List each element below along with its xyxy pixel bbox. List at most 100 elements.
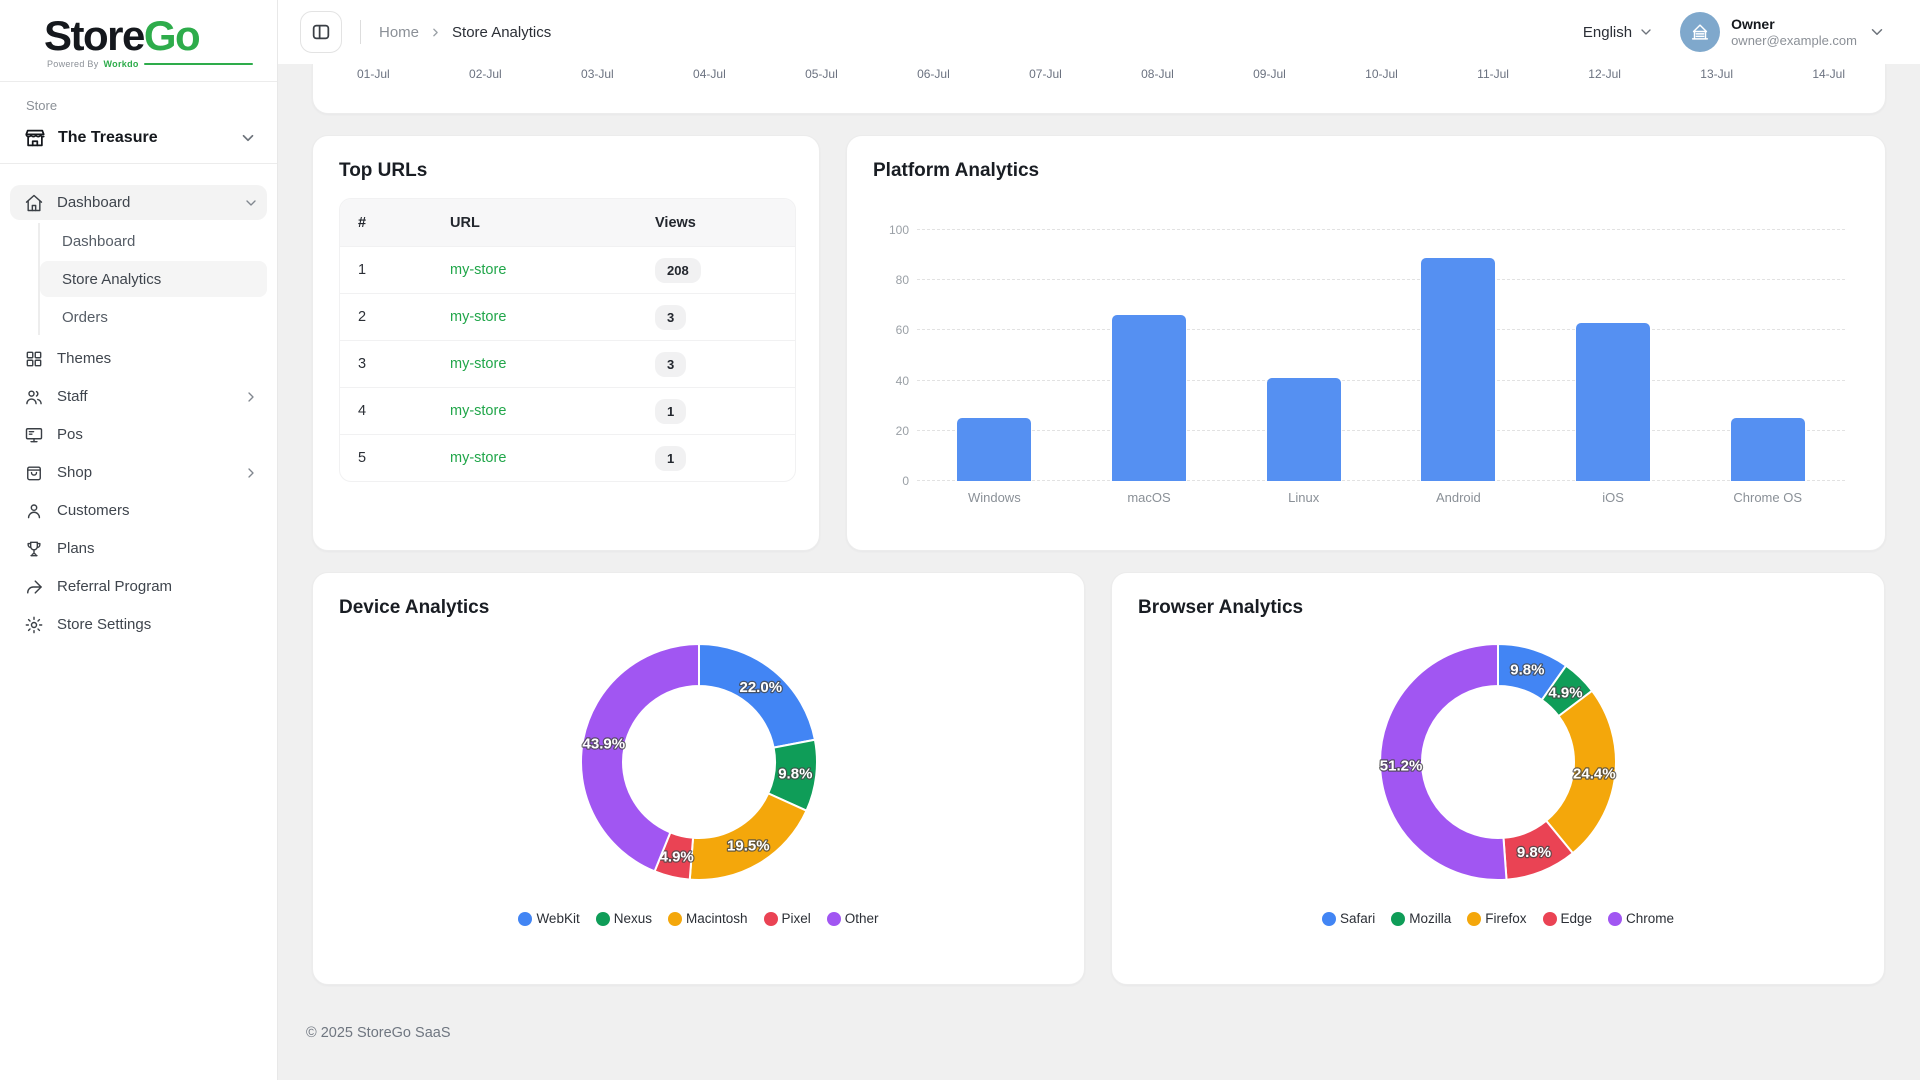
sidebar-item-referral-program[interactable]: Referral Program [10, 569, 267, 604]
bar-macos [1112, 315, 1186, 481]
x-axis-label: 09-Jul [1253, 67, 1286, 81]
legend-label: Nexus [613, 911, 652, 926]
bar-slot [917, 230, 1072, 481]
legend-dot [763, 911, 778, 926]
legend-item-macintosh[interactable]: Macintosh [667, 911, 748, 926]
legend-item-chrome[interactable]: Chrome [1608, 911, 1674, 926]
legend-item-pixel[interactable]: Pixel [763, 911, 811, 926]
legend-item-mozilla[interactable]: Mozilla [1391, 911, 1451, 926]
language-selector[interactable]: English [1583, 24, 1654, 41]
sidebar-item-plans[interactable]: Plans [10, 531, 267, 566]
visitors-chart-card-partial: 01-Jul 02-Jul 03-Jul 04-Jul 05-Jul 06-Jul 07-J… [312, 64, 1886, 114]
x-axis-label: 11-Jul [1477, 67, 1509, 81]
x-axis-label: macOS [1127, 490, 1171, 505]
sidebar-item-shop[interactable]: Shop [10, 455, 267, 490]
legend-item-nexus[interactable]: Nexus [595, 911, 652, 926]
bag-icon [24, 463, 44, 483]
user-icon [24, 501, 44, 521]
x-axis-labels: Windows macOS Linux Android iOS Chrome OS [917, 490, 1845, 505]
sidebar-item-staff[interactable]: Staff [10, 379, 267, 414]
platform-bar-chart: 0 20 40 60 80 100 Windows macOS Linux Android iOS C… [881, 223, 1845, 505]
language-label: English [1582, 23, 1633, 41]
breadcrumb-home[interactable]: Home [379, 23, 420, 41]
sidebar-item-label: Plans [57, 540, 95, 558]
storefront-icon [24, 127, 46, 149]
x-axis-label: 04-Jul [693, 67, 726, 81]
user-menu[interactable]: Owner owner@example.com [1680, 12, 1886, 52]
sidebar: StoreGo Powered By Workdo Store The Trea… [0, 0, 278, 1080]
x-axis-label: 02-Jul [469, 67, 502, 81]
slice-label: 19.5% [727, 838, 770, 855]
sidebar-item-customers[interactable]: Customers [10, 493, 267, 528]
url-link[interactable]: my-store [450, 403, 507, 419]
slice-label: 43.9% [582, 735, 625, 752]
device-analytics-card: Device Analytics 22.0% 9.8% 19.5% 4.9% 43.9%… [312, 572, 1085, 985]
user-info: Owner owner@example.com [1731, 16, 1857, 48]
views-badge: 1 [655, 445, 687, 471]
platform-analytics-title: Platform Analytics [873, 160, 1040, 181]
sidebar-item-label: Dashboard [57, 194, 131, 212]
logo-tagline: Powered By Workdo [44, 59, 253, 69]
user-name: Owner [1731, 16, 1775, 32]
sidebar-item-store-settings[interactable]: Store Settings [10, 607, 267, 642]
y-axis-tick: 20 [895, 423, 909, 438]
slice-label: 4.9% [1548, 684, 1582, 701]
legend-dot [1391, 911, 1406, 926]
gridline [917, 329, 1845, 331]
legend-item-safari[interactable]: Safari [1321, 911, 1375, 926]
browser-legend: Safari Mozilla Firefox Edge Chrome [1321, 911, 1674, 926]
bar-ios [1576, 322, 1651, 481]
y-axis-tick: 100 [888, 223, 909, 237]
sidebar-item-label: Staff [57, 388, 88, 406]
rank-cell: 3 [340, 340, 450, 387]
views-badge: 3 [655, 304, 687, 330]
x-axis-label: Android [1435, 490, 1481, 505]
legend-label: Macintosh [685, 911, 748, 926]
legend-item-edge[interactable]: Edge [1542, 911, 1593, 926]
sidebar-subitem-dashboard[interactable]: Dashboard [62, 232, 136, 250]
table-row: 1 my-store 208 [340, 246, 795, 293]
url-link[interactable]: my-store [450, 309, 507, 325]
x-axis-label: 03-Jul [581, 67, 614, 81]
device-donut-chart: 22.0% 9.8% 19.5% 4.9% 43.9% WebKit Nexus Macint… [339, 619, 1058, 960]
legend-dot [1542, 911, 1557, 926]
store-selector[interactable]: The Treasure [0, 121, 277, 165]
sidebar-item-pos[interactable]: Pos [10, 417, 267, 452]
legend-label: Pixel [781, 911, 811, 926]
legend-item-firefox[interactable]: Firefox [1467, 911, 1527, 926]
legend-label: Firefox [1485, 911, 1527, 926]
sidebar-item-themes[interactable]: Themes [10, 341, 267, 376]
platform-analytics-card: Platform Analytics 0 20 40 60 80 100 Windows ma… [846, 135, 1886, 551]
x-axis-label: Windows [967, 490, 1021, 505]
url-link[interactable]: my-store [450, 262, 507, 278]
chevron-down-icon [1638, 24, 1654, 40]
bar-slot [1690, 230, 1845, 481]
device-legend: WebKit Nexus Macintosh Pixel Other [518, 911, 879, 926]
tagline-line [143, 63, 253, 66]
url-link[interactable]: my-store [450, 356, 507, 372]
sidebar-toggle-button[interactable] [300, 11, 342, 53]
home-icon [24, 193, 44, 213]
gridline [917, 379, 1845, 381]
bar-slot [1072, 230, 1227, 481]
top-urls-card: Top URLs # URL Views 1 my-store 208 2 my-store… [312, 135, 820, 551]
slice-label: 24.4% [1573, 765, 1616, 782]
x-axis-label: iOS [1602, 490, 1624, 505]
sidebar-item-dashboard[interactable]: Dashboard [10, 185, 267, 221]
legend-item-other[interactable]: Other [826, 911, 879, 926]
bar-slot [1381, 230, 1536, 481]
sidebar-subitem-orders[interactable]: Orders [62, 308, 108, 326]
header-divider [360, 20, 361, 44]
legend-item-webkit[interactable]: WebKit [518, 911, 580, 926]
sidebar-subitem-store-analytics[interactable]: Store Analytics [40, 261, 267, 298]
legend-label: Edge [1560, 911, 1593, 926]
bar-slot [1226, 230, 1381, 481]
url-link[interactable]: my-store [450, 450, 507, 466]
workdo-label: Workdo [103, 59, 139, 70]
legend-dot [826, 911, 841, 926]
sidebar-item-label: Shop [57, 464, 93, 482]
legend-dot [1321, 911, 1336, 926]
breadcrumb-chevron-icon [429, 26, 442, 39]
breadcrumb-current: Store Analytics [452, 23, 552, 41]
sidebar-subnav: Dashboard Store Analytics Orders [38, 223, 277, 336]
